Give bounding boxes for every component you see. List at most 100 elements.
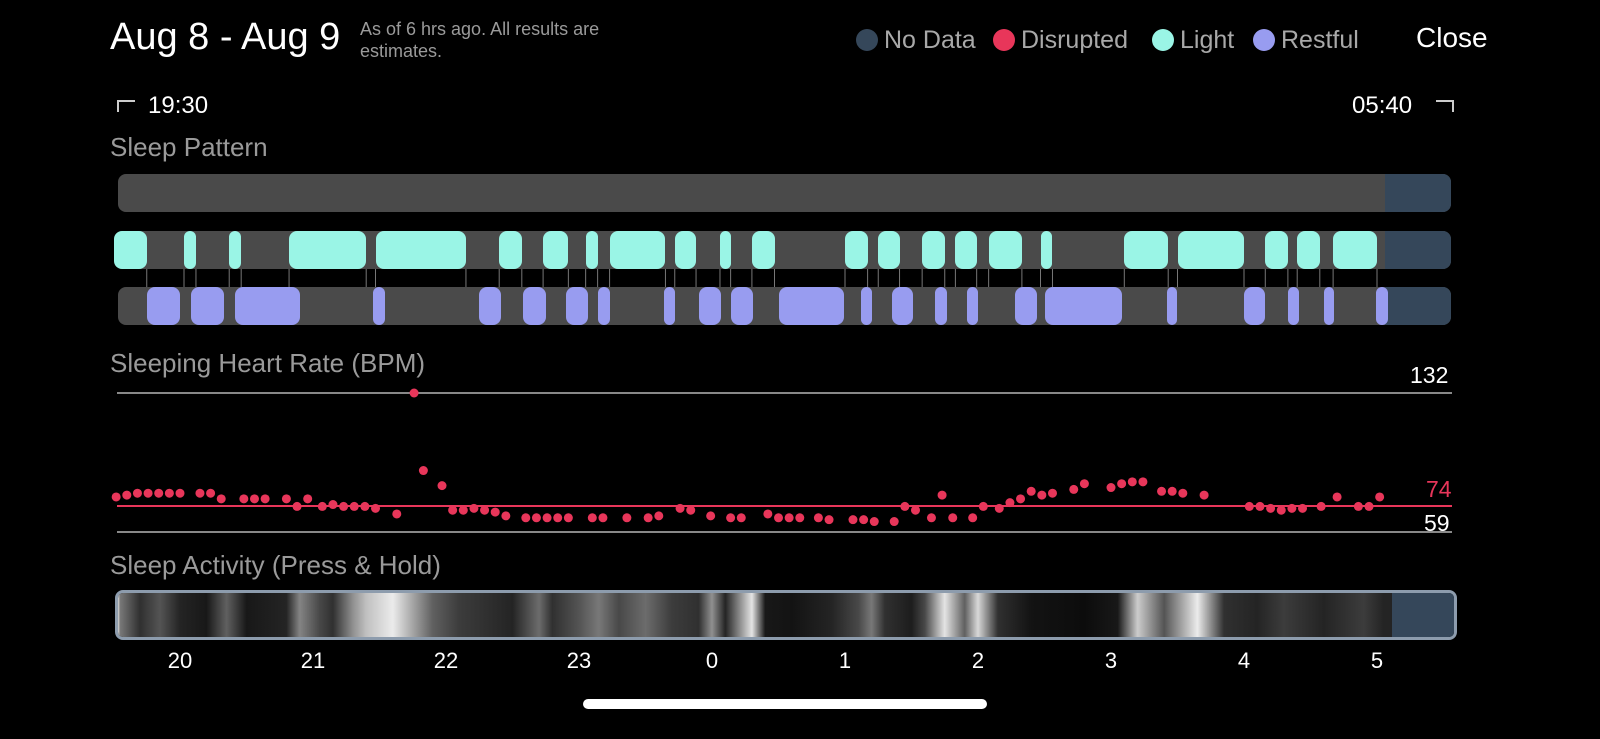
hr-point <box>813 513 823 523</box>
hr-point <box>795 513 805 523</box>
hr-point <box>349 501 359 511</box>
hr-point <box>1298 503 1308 513</box>
hr-point <box>1332 492 1342 502</box>
hr-point <box>1037 490 1047 500</box>
date-range-title: Aug 8 - Aug 9 <box>110 16 341 58</box>
no-data-region <box>1392 593 1454 637</box>
end-time: 05:40 <box>1352 92 1413 119</box>
hr-point <box>392 509 402 519</box>
hr-point <box>1106 483 1116 493</box>
restful-segment <box>1375 287 1388 325</box>
hr-point <box>260 494 270 504</box>
restful-segment <box>479 287 501 325</box>
restful-segment <box>190 287 224 325</box>
sleep-pattern-title: Sleep Pattern <box>110 132 268 162</box>
start-bracket-icon[interactable] <box>117 100 135 112</box>
hr-point <box>726 513 736 523</box>
hr-point <box>303 494 313 504</box>
hr-point <box>1353 501 1363 511</box>
restful-segment <box>935 287 948 325</box>
x-tick: 22 <box>433 648 459 673</box>
hr-point <box>164 488 174 498</box>
hr-point <box>598 513 608 523</box>
light-segment <box>113 231 147 269</box>
hr-point <box>763 509 773 519</box>
restful-segment <box>891 287 913 325</box>
hr-point <box>175 488 185 498</box>
restful-segment <box>523 287 546 325</box>
legend-label: Light <box>1180 25 1235 54</box>
hr-min-line <box>117 531 1452 533</box>
hr-point <box>469 503 479 513</box>
sleep-activity-strip[interactable] <box>115 590 1457 640</box>
close-button[interactable]: Close <box>1416 22 1488 53</box>
light-segment <box>845 231 868 269</box>
restful-dot-icon <box>1253 29 1275 51</box>
hr-point <box>143 488 153 498</box>
hr-point <box>360 501 370 511</box>
hr-point <box>111 492 121 502</box>
hr-point <box>686 505 696 515</box>
legend-item-light: Light <box>1152 24 1234 56</box>
restful-segment <box>234 287 300 325</box>
hr-point <box>154 488 164 498</box>
restful-segment <box>1015 287 1037 325</box>
hr-point <box>978 501 988 511</box>
x-tick: 20 <box>167 648 193 673</box>
hr-point <box>317 501 327 511</box>
hr-point <box>1047 488 1057 498</box>
hr-avg-label: 74 <box>1426 476 1452 502</box>
hr-point <box>216 494 226 504</box>
estimate-note: As of 6 hrs ago. All results are estimat… <box>360 19 600 61</box>
hr-point <box>848 515 858 525</box>
hr-point <box>968 513 978 523</box>
light-segment <box>674 231 697 269</box>
light-segment <box>1265 231 1288 269</box>
hr-point <box>553 513 563 523</box>
hr-point <box>824 515 834 525</box>
no-data-dot-icon <box>856 29 878 51</box>
x-tick: 0 <box>705 648 719 673</box>
light-segment <box>719 231 731 269</box>
light-segment <box>751 231 775 269</box>
hr-point <box>206 488 216 498</box>
light-segment <box>1297 231 1320 269</box>
x-tick: 21 <box>300 648 326 673</box>
hr-point <box>994 503 1004 513</box>
restful-segment <box>1244 287 1266 325</box>
hr-point <box>1364 501 1374 511</box>
hr-point <box>1178 488 1188 498</box>
hr-point <box>371 503 381 513</box>
no-data-region <box>1385 174 1451 212</box>
disrupted-track <box>118 174 1451 212</box>
end-bracket-icon[interactable] <box>1436 100 1454 112</box>
light-segment <box>609 231 666 269</box>
light-segment <box>955 231 977 269</box>
hr-point <box>622 513 632 523</box>
sleep-activity-title: Sleep Activity (Press & Hold) <box>110 550 441 580</box>
legend-item-disrupted: Disrupted <box>993 24 1128 56</box>
hr-max-line <box>117 392 1452 394</box>
hr-point <box>1167 486 1177 496</box>
hr-point <box>1375 492 1385 502</box>
hr-point <box>1069 484 1079 494</box>
legend-label: Restful <box>1281 25 1359 54</box>
hr-point <box>1005 498 1015 508</box>
hr-point <box>195 488 205 498</box>
hr-point <box>409 388 419 398</box>
light-segment <box>988 231 1022 269</box>
hr-point <box>563 513 573 523</box>
light-dot-icon <box>1152 29 1174 51</box>
hr-point <box>1127 477 1137 487</box>
hr-point <box>643 513 653 523</box>
home-indicator[interactable] <box>583 699 987 709</box>
hr-point <box>900 501 910 511</box>
hr-point <box>1266 503 1276 513</box>
restful-segment <box>372 287 385 325</box>
hr-point <box>736 513 746 523</box>
restful-segment <box>1287 287 1299 325</box>
hr-point <box>774 513 783 523</box>
restful-segment <box>664 287 675 325</box>
light-segment <box>1177 231 1244 269</box>
